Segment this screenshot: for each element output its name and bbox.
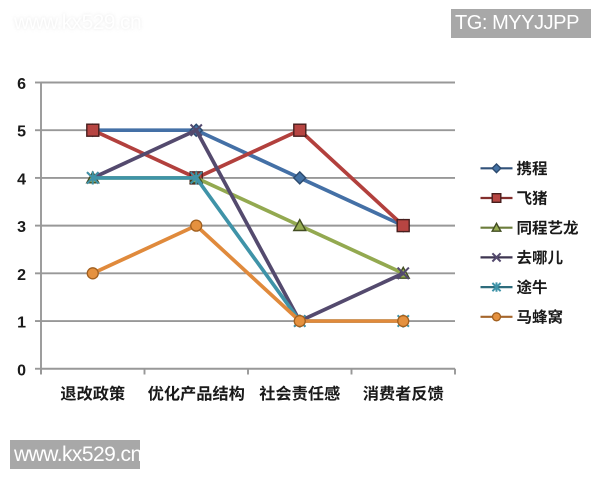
svg-text:5: 5 [17, 124, 26, 141]
svg-text:1: 1 [17, 315, 26, 332]
svg-text:4: 4 [17, 171, 26, 188]
svg-text:6: 6 [17, 76, 26, 93]
svg-text:2: 2 [17, 267, 26, 284]
svg-text:3: 3 [17, 219, 26, 236]
svg-text:0: 0 [17, 362, 26, 379]
